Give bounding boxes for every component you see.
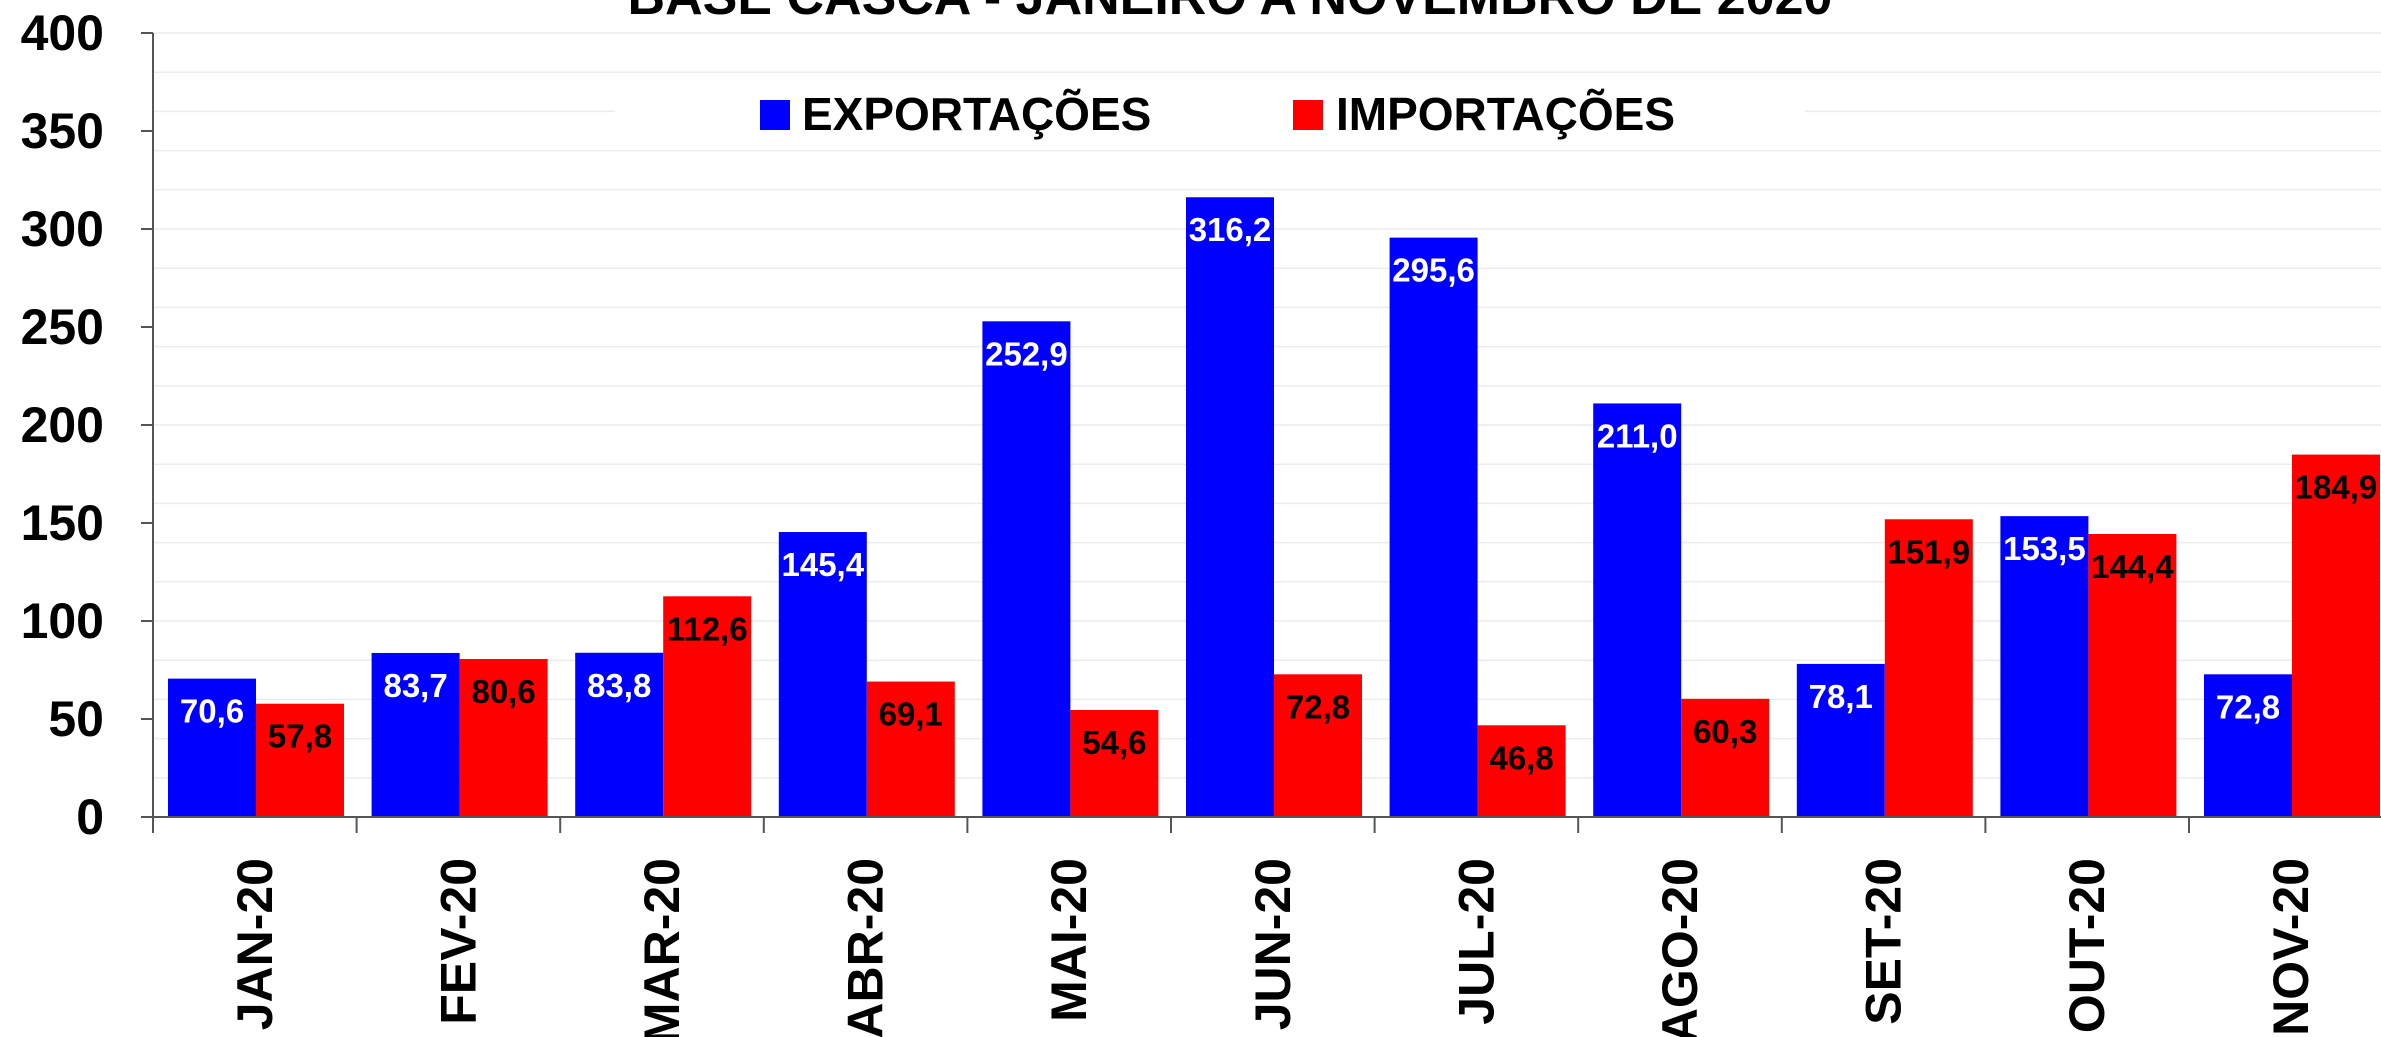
y-tick-label: 100 [21, 593, 104, 649]
bar-importacoes-fev-20 [459, 659, 548, 817]
bar-importacoes-jul-20 [1477, 725, 1566, 817]
legend: EXPORTAÇÕES IMPORTAÇÕES [615, 76, 1805, 150]
x-tick-label: NOV-20 [2263, 858, 2319, 1036]
x-tick-label: JAN-20 [227, 858, 283, 1030]
data-label: 211,0 [1597, 417, 1678, 454]
y-tick-label: 200 [21, 397, 104, 453]
bars [168, 197, 2380, 818]
bar-exportacoes-jan-20 [168, 678, 256, 817]
bar-exportacoes-set-20 [1796, 663, 1885, 817]
bar-importacoes-ago-20 [1681, 698, 1770, 817]
data-label: 70,6 [180, 693, 244, 730]
x-tick-label: AGO-20 [1652, 858, 1708, 1037]
bar-importacoes-abr-20 [866, 681, 955, 817]
bar-importacoes-out-20 [2088, 533, 2177, 817]
legend-swatch-importacoes [1293, 100, 1323, 130]
bar-exportacoes-jun-20 [1186, 197, 1274, 818]
bar-importacoes-jan-20 [256, 703, 344, 817]
data-label: 112,6 [667, 610, 748, 647]
bar-exportacoes-fev-20 [371, 652, 460, 817]
legend-label: EXPORTAÇÕES [802, 88, 1151, 140]
bar-exportacoes-abr-20 [778, 532, 867, 817]
x-tick-label: OUT-20 [2059, 858, 2115, 1033]
data-label: 144,4 [2091, 548, 2174, 585]
y-tick-label: 350 [21, 103, 104, 159]
bar-exportacoes-mai-20 [982, 321, 1071, 817]
y-axis-ticks: 0 50 100 150 200 250 300 350 400 [21, 5, 104, 845]
bar-exportacoes-jul-20 [1389, 237, 1478, 817]
bar-exportacoes-mar-20 [575, 652, 664, 817]
y-tick-label: 400 [21, 5, 104, 61]
y-tick-label: 50 [48, 691, 104, 747]
data-label: 72,8 [2216, 688, 2280, 725]
legend-swatch-exportacoes [760, 100, 790, 130]
data-label: 46,8 [1489, 739, 1553, 776]
x-tick-label: SET-20 [1856, 858, 1912, 1025]
x-tick-label: MAR-20 [634, 858, 690, 1037]
bar-importacoes-set-20 [1884, 519, 1973, 817]
data-label: 78,1 [1809, 678, 1873, 715]
data-label: 60,3 [1693, 713, 1757, 750]
bar-importacoes-jun-20 [1274, 674, 1362, 817]
bar-exportacoes-nov-20 [2204, 674, 2292, 817]
bar-exportacoes-ago-20 [1593, 403, 1682, 817]
x-axis-ticks: JAN-20 FEV-20 MAR-20 ABR-20 MAI-20 JUN-20 JUL-… [227, 858, 2319, 1037]
data-label: 83,7 [383, 667, 447, 704]
data-label: 69,1 [879, 696, 943, 733]
bar-importacoes-nov-20 [2292, 454, 2380, 817]
bar-importacoes-mar-20 [663, 596, 752, 817]
data-label: 295,6 [1392, 252, 1475, 289]
y-tick-label: 0 [76, 789, 104, 845]
x-tick-label: FEV-20 [430, 858, 486, 1025]
axes [141, 32, 2381, 833]
data-label: 83,8 [587, 667, 651, 704]
x-tick-label: JUL-20 [1448, 858, 1504, 1025]
y-tick-label: 300 [21, 201, 104, 257]
x-tick-label: JUN-20 [1245, 858, 1301, 1030]
data-label: 151,9 [1888, 533, 1971, 570]
y-tick-label: 250 [21, 299, 104, 355]
bar-importacoes-mai-20 [1070, 709, 1159, 817]
data-label: 72,8 [1286, 688, 1350, 725]
data-label: 80,6 [471, 673, 535, 710]
data-label: 54,6 [1082, 724, 1146, 761]
data-label: 145,4 [782, 546, 865, 583]
data-label: 252,9 [985, 335, 1068, 372]
legend-background [615, 76, 1805, 150]
data-label: 153,5 [2003, 530, 2086, 567]
y-tick-label: 150 [21, 495, 104, 551]
x-tick-label: ABR-20 [838, 858, 894, 1037]
x-tick-label: MAI-20 [1041, 858, 1097, 1022]
legend-label: IMPORTAÇÕES [1336, 88, 1675, 140]
bar-exportacoes-out-20 [2000, 516, 2089, 817]
data-labels: 70,6 57,8 83,7 80,6 83,8 112,6 145,4 69,1 252,9 5… [180, 211, 2377, 776]
data-label: 184,9 [2295, 469, 2378, 506]
data-label: 316,2 [1189, 211, 1272, 248]
chart-title: BASE CASCA - JANEIRO A NOVEMBRO DE 2020 [628, 0, 1833, 26]
data-label: 57,8 [268, 718, 332, 755]
